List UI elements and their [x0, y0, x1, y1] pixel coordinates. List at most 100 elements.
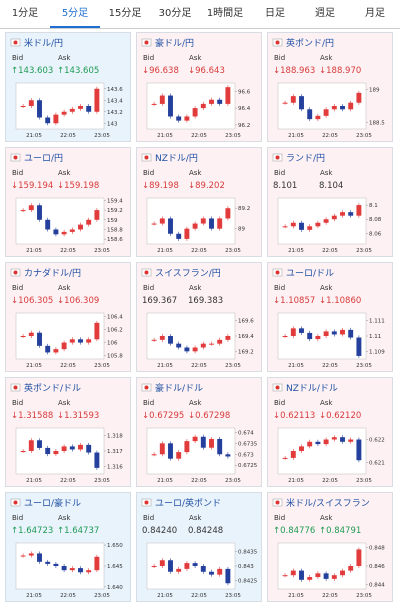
rate-card[interactable]: 豪ドル/ドル Bid Ask ↓0.67295 ↓0.67298 0.674 0.6735 0… [136, 377, 262, 487]
candle [348, 439, 354, 442]
pair-name: 豪ドル/ドル [155, 382, 203, 394]
candle [37, 332, 42, 346]
x-tick-label: 21:05 [288, 478, 304, 484]
candle [168, 560, 173, 572]
pair-name: ユーロ/豪ドル [24, 497, 81, 509]
tab[interactable]: 5分足 [50, 0, 100, 28]
y-tick-label: 0.673 [238, 452, 254, 458]
ask-label: Ask [189, 399, 202, 407]
candle [192, 223, 198, 229]
candle [225, 87, 231, 104]
y-tick-label: 96.2 [238, 123, 250, 129]
y-tick-label: 96.6 [238, 89, 251, 95]
rate-card[interactable]: 米ドル/スイスフラン Bid Ask ↑0.84776 ↑0.84791 0.848 0.8… [267, 492, 393, 602]
flag-mark [275, 270, 280, 275]
ask-label: Ask [320, 284, 333, 292]
candle [315, 573, 321, 578]
x-tick-label: 23:05 [94, 593, 110, 599]
candle [53, 451, 59, 455]
candle [78, 339, 83, 343]
tab[interactable]: 日足 [265, 8, 285, 19]
y-tick-label: 0.846 [369, 564, 385, 570]
x-tick-label: 23:05 [225, 248, 241, 254]
y-tick-label: 169.2 [238, 349, 254, 355]
bid-value: ↓159.194 [11, 181, 53, 191]
candle [53, 114, 59, 124]
tab[interactable]: 1分足 [11, 8, 39, 19]
ask-label: Ask [189, 284, 202, 292]
pair-name: 豪ドル/円 [155, 37, 194, 49]
candle [78, 444, 83, 450]
x-tick-label: 21:05 [26, 248, 42, 254]
rate-card[interactable]: ユーロ/豪ドル Bid Ask ↑1.64723 ↑1.64737 1.650 1.645 1… [5, 492, 131, 602]
x-tick-label: 21:05 [157, 248, 173, 254]
bid-label: Bid [12, 54, 23, 62]
y-tick-label: 1.11 [369, 334, 381, 340]
candle [307, 577, 313, 580]
tab[interactable]: 30分足 [158, 8, 192, 19]
tab[interactable]: 月足 [365, 8, 385, 19]
y-tick-label: 158.8 [107, 227, 123, 233]
x-tick-label: 22:05 [322, 593, 338, 599]
candle [69, 568, 75, 571]
candle [192, 436, 198, 442]
x-tick-label: 22:05 [191, 363, 207, 369]
candle [209, 438, 214, 448]
rate-card[interactable]: 英ポンド/ドル Bid Ask ↓1.31588 ↓1.31593 1.318 1.317 1… [5, 377, 131, 487]
candle [307, 332, 313, 340]
rate-card[interactable]: NZドル/円 Bid Ask ↓89.198 ↓89.202 89.2 89 21:05 22:… [136, 147, 262, 257]
candle [307, 226, 313, 230]
ask-value: ↓0.67298 [188, 411, 230, 421]
x-tick-label: 21:05 [26, 133, 42, 139]
rate-card[interactable]: ユーロ/円 Bid Ask ↓159.194 ↓159.198 159.4 159.2 159… [5, 147, 131, 257]
rate-card[interactable]: 英ポンド/円 Bid Ask ↓188.963 ↓188.970 189 188.5 21:0… [267, 32, 393, 142]
bid-label: Bid [143, 514, 154, 522]
bid-label: Bid [143, 54, 154, 62]
bid-label: Bid [274, 284, 285, 292]
rate-card[interactable]: ランド/円 Bid Ask 8.101 8.104 8.1 8.08 8.06 21:05 22:… [267, 147, 393, 257]
candle [168, 95, 173, 117]
rate-card[interactable]: スイスフラン/円 Bid Ask 169.367 169.383 169.6 169.4 16… [136, 262, 262, 372]
rate-card[interactable]: 米ドル/円 Bid Ask ↑143.603 ↑143.605 143.6 143.4 143… [5, 32, 131, 142]
x-tick-label: 23:05 [94, 133, 110, 139]
rate-card[interactable]: カナダドル/円 Bid Ask ↓106.305 ↓106.309 106.4 106.2 1… [5, 262, 131, 372]
rate-card[interactable]: ユーロ/英ポンド Bid Ask 0.84240 0.84248 0.8435 0.843 0… [136, 492, 262, 602]
candle [200, 436, 206, 448]
tab[interactable]: 1時間足 [206, 8, 244, 19]
candle [94, 556, 100, 571]
candle [299, 96, 304, 110]
x-tick-label: 23:05 [225, 478, 241, 484]
bid-value: ↓106.305 [11, 296, 53, 306]
candle [20, 555, 26, 557]
rate-card[interactable]: NZドル/ドル Bid Ask ↓0.62113 ↓0.62120 0.622 0.621 2… [267, 377, 393, 487]
bid-label: Bid [12, 284, 23, 292]
tab[interactable]: 週足 [315, 8, 335, 19]
bid-value: ↓0.67295 [142, 411, 184, 421]
candle [340, 106, 345, 110]
candle [151, 103, 157, 105]
tab[interactable]: 15分足 [108, 8, 142, 19]
candle [225, 208, 231, 219]
flag-mark [275, 385, 280, 390]
rate-card[interactable]: ユーロ/ドル Bid Ask ↓1.10857 ↓1.10860 1.111 1.11 1.1… [267, 262, 393, 372]
rate-card[interactable]: 豪ドル/円 Bid Ask ↓96.638 ↓96.643 96.6 96.4 96.2 21:… [136, 32, 262, 142]
pair-name: ユーロ/英ポンド [155, 497, 221, 509]
candle [192, 347, 198, 352]
y-tick-label: 96.4 [238, 106, 251, 112]
candle [323, 439, 329, 445]
candle [200, 566, 206, 572]
x-tick-label: 22:05 [191, 248, 207, 254]
candle [323, 331, 329, 336]
candle [282, 575, 288, 577]
flag-mark [13, 500, 18, 505]
y-tick-label: 0.844 [369, 582, 385, 588]
y-tick-label: 0.6725 [238, 463, 258, 469]
ask-label: Ask [58, 284, 71, 292]
